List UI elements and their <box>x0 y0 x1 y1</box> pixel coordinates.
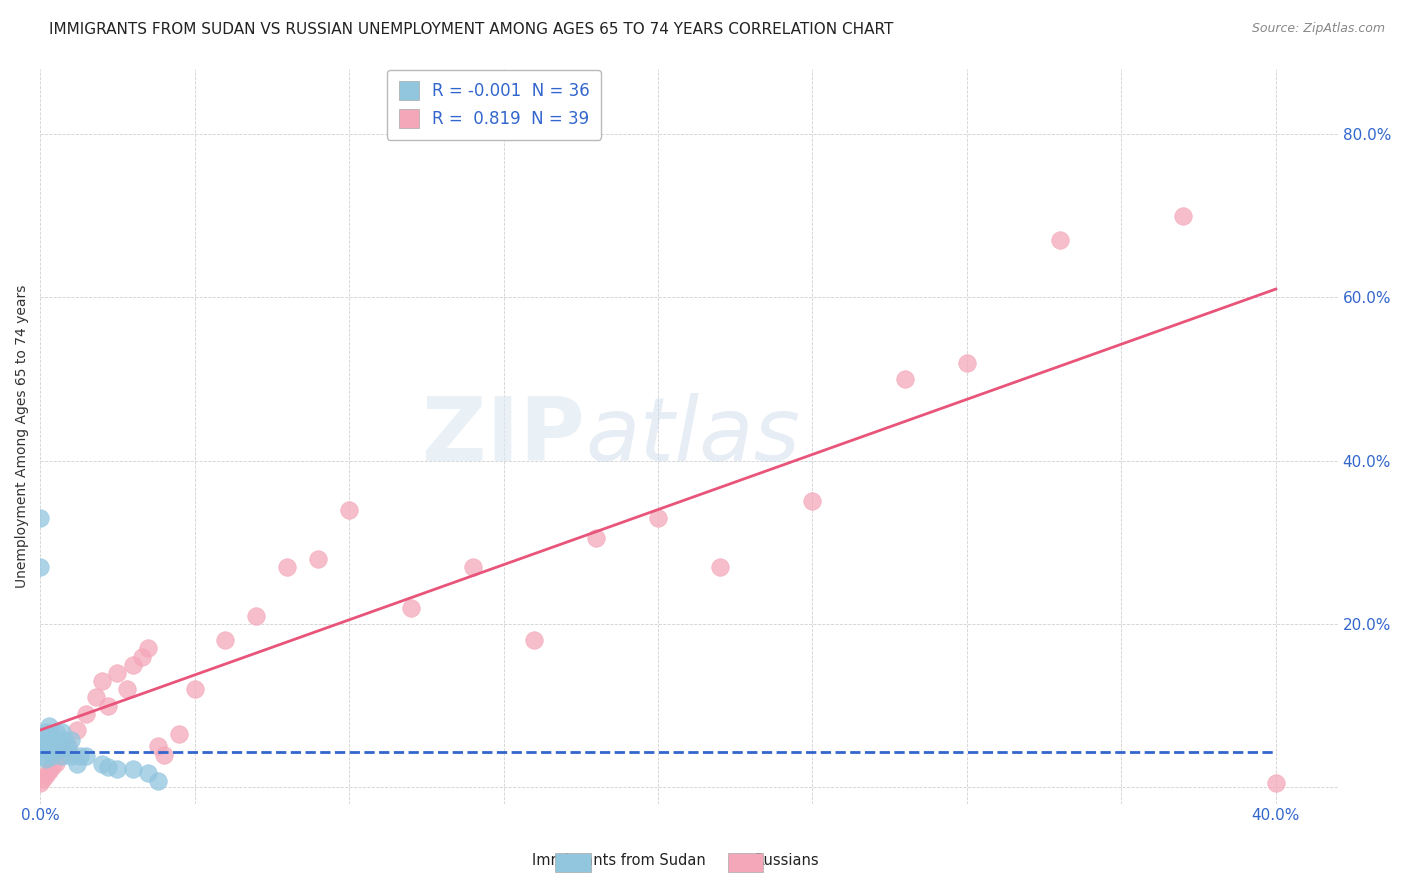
Point <box>121 657 143 672</box>
Point <box>183 682 205 697</box>
Point <box>214 633 236 648</box>
Point <box>32 749 55 764</box>
Point <box>90 757 112 772</box>
Point <box>90 674 112 689</box>
Point <box>51 747 73 762</box>
Point <box>30 559 52 574</box>
Point <box>41 732 63 747</box>
Point <box>105 665 128 680</box>
Point <box>48 732 70 747</box>
Point <box>801 494 824 508</box>
Point <box>69 749 91 764</box>
Point <box>60 749 83 764</box>
Y-axis label: Unemployment Among Ages 65 to 74 years: Unemployment Among Ages 65 to 74 years <box>15 285 30 588</box>
Point <box>75 706 97 721</box>
Point <box>35 735 58 749</box>
Point <box>399 600 422 615</box>
Text: Russians: Russians <box>755 854 820 868</box>
Point <box>115 682 138 697</box>
Point <box>60 732 83 747</box>
Point <box>45 741 67 756</box>
Legend: R = -0.001  N = 36, R =  0.819  N = 39: R = -0.001 N = 36, R = 0.819 N = 39 <box>387 70 602 140</box>
Point <box>32 741 55 756</box>
Point <box>38 735 60 749</box>
Point <box>35 768 58 782</box>
Point <box>1049 233 1071 247</box>
Point <box>121 762 143 776</box>
Point <box>38 764 60 778</box>
Point <box>647 510 669 524</box>
Point <box>956 355 979 369</box>
Point <box>41 741 63 756</box>
Point <box>276 559 298 574</box>
Point <box>38 719 60 733</box>
Text: ZIP: ZIP <box>422 392 585 480</box>
Point <box>709 559 731 574</box>
Point <box>461 559 484 574</box>
Point <box>53 732 76 747</box>
Point <box>38 727 60 741</box>
Point <box>136 641 159 656</box>
Point <box>30 776 52 790</box>
Point <box>53 741 76 756</box>
Point <box>35 741 58 756</box>
Point <box>32 735 55 749</box>
Point <box>585 531 607 545</box>
Point <box>66 757 89 772</box>
Point <box>51 724 73 739</box>
Point <box>97 698 120 713</box>
Point <box>131 649 153 664</box>
Point <box>146 739 169 754</box>
Point <box>245 608 267 623</box>
Point <box>167 727 190 741</box>
Point <box>51 749 73 764</box>
Point <box>32 772 55 786</box>
Point <box>41 749 63 764</box>
Point <box>66 723 89 738</box>
Point <box>56 739 79 754</box>
Point <box>45 732 67 747</box>
Point <box>894 372 917 386</box>
Point <box>45 724 67 739</box>
Point <box>48 741 70 756</box>
Point <box>35 752 58 766</box>
Point <box>35 724 58 739</box>
Point <box>97 760 120 774</box>
Point <box>523 633 546 648</box>
Point <box>75 749 97 764</box>
Point <box>84 690 107 705</box>
Point <box>41 760 63 774</box>
Point <box>337 502 360 516</box>
Point <box>136 765 159 780</box>
Point <box>1264 776 1286 790</box>
Point <box>146 773 169 788</box>
Point <box>307 551 329 566</box>
Text: IMMIGRANTS FROM SUDAN VS RUSSIAN UNEMPLOYMENT AMONG AGES 65 TO 74 YEARS CORRELAT: IMMIGRANTS FROM SUDAN VS RUSSIAN UNEMPLO… <box>49 22 894 37</box>
Point <box>56 741 79 756</box>
Point <box>105 762 128 776</box>
Text: Source: ZipAtlas.com: Source: ZipAtlas.com <box>1251 22 1385 36</box>
Point <box>1173 209 1195 223</box>
Text: Immigrants from Sudan: Immigrants from Sudan <box>531 854 706 868</box>
Point <box>45 756 67 770</box>
Text: atlas: atlas <box>585 393 800 479</box>
Point <box>30 510 52 524</box>
Point <box>152 747 174 762</box>
